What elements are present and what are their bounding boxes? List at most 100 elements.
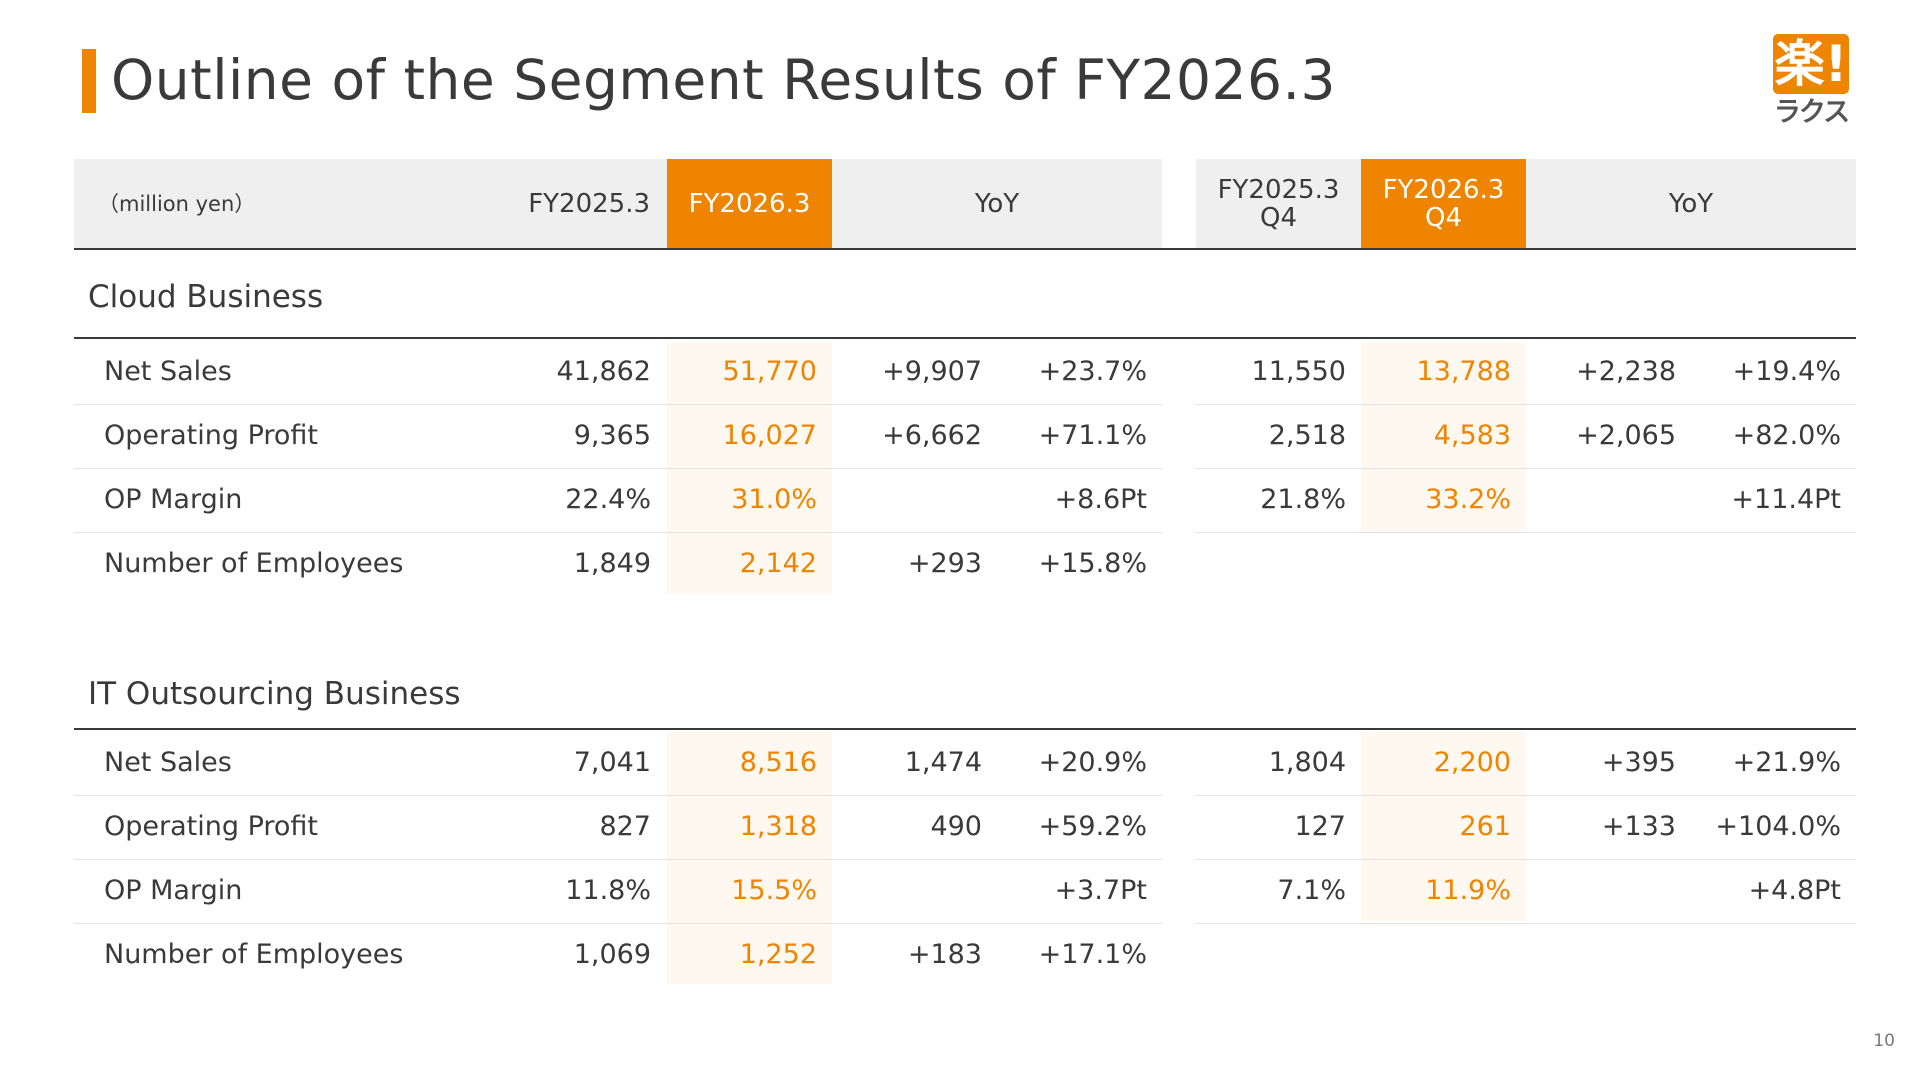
cell-q4-curr [1361, 532, 1511, 596]
row-label: Net Sales [104, 747, 232, 778]
page-number: 10 [1873, 1031, 1895, 1051]
cell-yoy-pct: +20.9% [1038, 747, 1147, 778]
cell-yoy-abs: +293 [907, 548, 982, 579]
cell-q4-prev: 21.8% [1260, 484, 1346, 515]
cell-prev: 22.4% [565, 484, 651, 515]
cell-q4-yoy-abs: +395 [1601, 747, 1676, 778]
cell-q4-prev: 7.1% [1277, 875, 1346, 906]
cell-q4-curr: 4,583 [1433, 420, 1511, 451]
cell-yoy-abs: +6,662 [882, 420, 982, 451]
cell-curr: 2,142 [739, 548, 817, 579]
q4-prev-header: FY2025.3 Q4 [1196, 159, 1361, 249]
row-separator-q4 [1196, 859, 1856, 860]
cell-q4-yoy-pct [1691, 923, 1841, 987]
section-divider-cloud [74, 337, 1856, 339]
section-divider-it-outsourcing [74, 728, 1856, 730]
row-separator [74, 468, 1162, 469]
row-label: Net Sales [104, 356, 232, 387]
cell-curr: 16,027 [722, 420, 817, 451]
row-separator-q4 [1196, 404, 1856, 405]
yoy-header: YoY [832, 159, 1162, 249]
logo-mark: 楽! [1773, 34, 1849, 94]
cell-yoy-abs: 490 [930, 811, 982, 842]
cell-yoy-abs: +183 [907, 939, 982, 970]
section-title-cloud: Cloud Business [88, 279, 324, 315]
cell-q4-curr: 11.9% [1425, 875, 1511, 906]
cell-yoy-pct: +3.7Pt [1054, 875, 1147, 906]
cell-q4-curr: 261 [1459, 811, 1511, 842]
title-accent-bar [82, 49, 96, 113]
cell-curr: 1,252 [739, 939, 817, 970]
unit-header: （million yen） [74, 159, 493, 249]
cell-q4-yoy-pct: +11.4Pt [1731, 484, 1841, 515]
logo-wordmark: ラクス [1773, 97, 1850, 128]
cell-q4-prev [1196, 923, 1346, 987]
row-separator [74, 532, 1162, 533]
table-row-cloud-2: Operating Profit 9,365 16,027 +6,662 +71.1% 2… [0, 404, 1920, 468]
cell-q4-curr: 33.2% [1425, 484, 1511, 515]
row-separator [74, 795, 1162, 796]
cell-prev: 827 [599, 811, 651, 842]
cell-q4-prev: 127 [1294, 811, 1346, 842]
cell-yoy-pct: +17.1% [1038, 939, 1147, 970]
table-row-it-outsourcing-1: Net Sales 7,041 8,516 1,474 +20.9% 1,804 2,200… [0, 731, 1920, 795]
q4-curr-highlight-it [1361, 732, 1526, 921]
cell-q4-yoy-abs [1526, 859, 1676, 923]
row-separator-q4 [1196, 532, 1856, 533]
section-title-it-outsourcing: IT Outsourcing Business [88, 676, 461, 712]
row-separator [74, 404, 1162, 405]
table-row-cloud-4: Number of Employees 1,849 2,142 +293 +15.8% [0, 532, 1920, 596]
cell-q4-yoy-pct: +4.8Pt [1748, 875, 1841, 906]
cell-prev: 9,365 [573, 420, 651, 451]
row-separator-q4 [1196, 468, 1856, 469]
cell-q4-curr [1361, 923, 1511, 987]
table-row-it-outsourcing-2: Operating Profit 827 1,318 490 +59.2% 127 261 +… [0, 795, 1920, 859]
cell-q4-curr: 13,788 [1416, 356, 1511, 387]
header-divider [74, 248, 1856, 250]
cell-curr: 51,770 [722, 356, 817, 387]
row-separator-q4 [1196, 923, 1856, 924]
page-title: Outline of the Segment Results of FY2026… [111, 48, 1336, 112]
q4-curr-highlight-cloud [1361, 342, 1526, 531]
table-row-cloud-3: OP Margin 22.4% 31.0% +8.6Pt 21.8% 33.2% +11.4… [0, 468, 1920, 532]
cell-curr: 15.5% [731, 875, 817, 906]
cell-curr: 8,516 [739, 747, 817, 778]
q4-curr-header: FY2026.3 Q4 [1361, 159, 1526, 249]
cell-q4-prev: 2,518 [1268, 420, 1346, 451]
cell-q4-yoy-pct: +19.4% [1732, 356, 1841, 387]
cell-yoy-abs [832, 468, 982, 532]
cell-prev: 7,041 [573, 747, 651, 778]
table-row-it-outsourcing-3: OP Margin 11.8% 15.5% +3.7Pt 7.1% 11.9% +4.8Pt [0, 859, 1920, 923]
cell-q4-yoy-abs: +2,238 [1576, 356, 1676, 387]
cell-q4-yoy-abs: +133 [1601, 811, 1676, 842]
cell-q4-yoy-abs: +2,065 [1576, 420, 1676, 451]
cell-curr: 31.0% [731, 484, 817, 515]
cell-yoy-pct: +15.8% [1038, 548, 1147, 579]
table-row-it-outsourcing-4: Number of Employees 1,069 1,252 +183 +17.1% [0, 923, 1920, 987]
cell-curr: 1,318 [739, 811, 817, 842]
cell-q4-yoy-abs [1526, 923, 1676, 987]
cell-yoy-abs: +9,907 [882, 356, 982, 387]
row-label: OP Margin [104, 875, 243, 906]
cell-prev: 1,069 [573, 939, 651, 970]
cell-q4-prev: 11,550 [1251, 356, 1346, 387]
cell-q4-yoy-abs [1526, 468, 1676, 532]
cell-yoy-abs [832, 859, 982, 923]
unit-label: （million yen） [98, 192, 256, 216]
cell-yoy-pct: +8.6Pt [1054, 484, 1147, 515]
fy-curr-highlight-it [667, 732, 832, 984]
row-label: Number of Employees [104, 548, 404, 579]
cell-q4-yoy-pct: +21.9% [1732, 747, 1841, 778]
q4-yoy-header: YoY [1526, 159, 1856, 249]
fy-prev-header: FY2025.3 [493, 159, 667, 249]
cell-q4-prev: 1,804 [1268, 747, 1346, 778]
row-label: OP Margin [104, 484, 243, 515]
cell-yoy-pct: +71.1% [1038, 420, 1147, 451]
cell-prev: 1,849 [573, 548, 651, 579]
row-separator-q4 [1196, 795, 1856, 796]
company-logo: 楽! ラクス [1766, 34, 1856, 130]
cell-q4-yoy-pct: +104.0% [1715, 811, 1841, 842]
fy-curr-header: FY2026.3 [667, 159, 832, 249]
cell-yoy-pct: +59.2% [1038, 811, 1147, 842]
cell-q4-prev [1196, 532, 1346, 596]
